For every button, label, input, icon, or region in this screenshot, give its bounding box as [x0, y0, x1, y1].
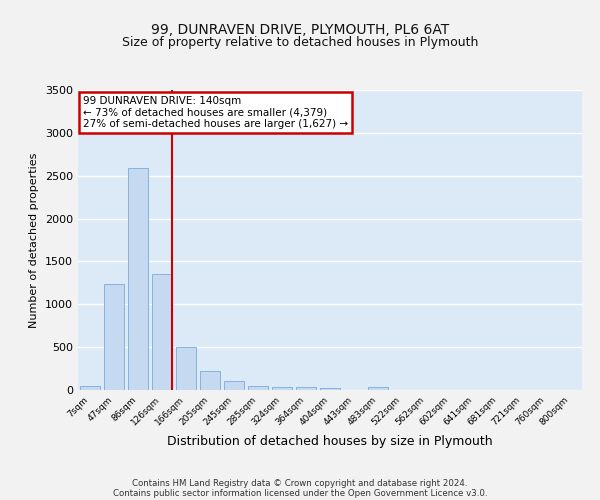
Bar: [200, 371, 220, 390]
Bar: [248, 386, 268, 390]
Text: Contains HM Land Registry data © Crown copyright and database right 2024.: Contains HM Land Registry data © Crown c…: [132, 478, 468, 488]
Bar: [128, 168, 148, 390]
Bar: [104, 284, 124, 390]
Bar: [296, 388, 316, 390]
Text: Contains public sector information licensed under the Open Government Licence v3: Contains public sector information licen…: [113, 488, 487, 498]
Text: 99 DUNRAVEN DRIVE: 140sqm
← 73% of detached houses are smaller (4,379)
27% of se: 99 DUNRAVEN DRIVE: 140sqm ← 73% of detac…: [83, 96, 348, 129]
Text: 99, DUNRAVEN DRIVE, PLYMOUTH, PL6 6AT: 99, DUNRAVEN DRIVE, PLYMOUTH, PL6 6AT: [151, 22, 449, 36]
Bar: [80, 386, 100, 390]
Y-axis label: Number of detached properties: Number of detached properties: [29, 152, 40, 328]
Bar: [320, 388, 340, 390]
Bar: [176, 347, 196, 390]
Bar: [224, 380, 244, 390]
Bar: [368, 388, 388, 390]
Bar: [152, 274, 172, 390]
X-axis label: Distribution of detached houses by size in Plymouth: Distribution of detached houses by size …: [167, 436, 493, 448]
Bar: [272, 386, 292, 390]
Text: Size of property relative to detached houses in Plymouth: Size of property relative to detached ho…: [122, 36, 478, 49]
